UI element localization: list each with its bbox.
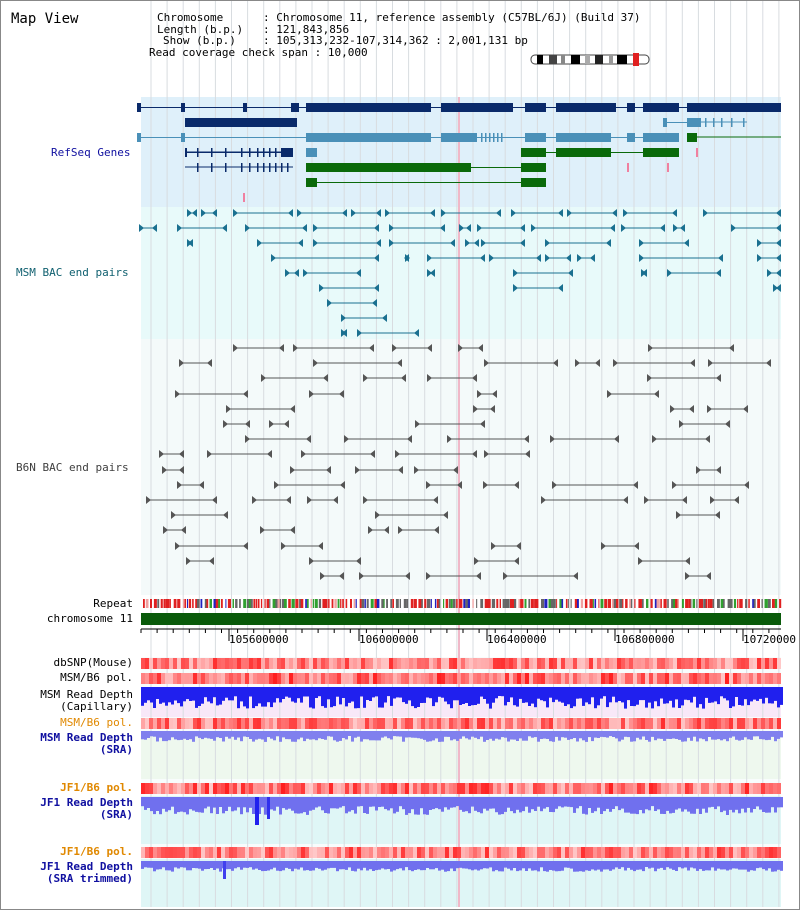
gene-exon	[687, 103, 781, 112]
b6n-bac-end-pairs	[146, 344, 771, 580]
gene-exon	[137, 103, 141, 112]
repeat-track	[143, 599, 782, 608]
gene-exon	[627, 103, 635, 112]
chromosome-bar	[141, 613, 781, 625]
gene-exon	[137, 133, 141, 142]
jf1-depth-sra-label: JF1 Read Depth (SRA)	[40, 796, 133, 821]
chromosome-ideogram[interactable]	[529, 53, 653, 67]
axis-tick-label: 105600000	[229, 633, 289, 646]
msm-b6-pol-label: MSM/B6 pol.	[60, 671, 133, 684]
gene-exon	[306, 133, 431, 142]
axis-tick-label: 106000000	[359, 633, 419, 646]
chromosome-label: Chromosome	[157, 11, 224, 24]
gene-exon	[556, 103, 616, 112]
chromosome-info: Chromosome: Chromosome 11, reference ass…	[149, 12, 641, 58]
gene-exon	[556, 148, 611, 157]
show-value: 105,313,232-107,314,362 : 2,001,131 bp	[276, 34, 528, 47]
gene-exon	[521, 163, 546, 172]
chromosome-row: Chromosome: Chromosome 11, reference ass…	[149, 12, 641, 24]
gene-exon	[521, 178, 546, 187]
coverage-value: 10,000	[327, 45, 368, 59]
refseq-genes	[137, 103, 781, 202]
gene-exon	[306, 148, 317, 157]
coverage-row: Read coverage check span : 10,000	[149, 45, 368, 59]
gene-exon	[185, 118, 297, 127]
msm-b6-pol-label-2: MSM/B6 pol.	[60, 716, 133, 729]
gene-exon	[441, 103, 513, 112]
b6n-bac-track-bg	[141, 339, 781, 595]
length-value: 121,843,856	[276, 22, 350, 36]
grid-lines	[150, 1, 780, 907]
msm-depth-sra-label: MSM Read Depth (SRA)	[40, 731, 133, 756]
gene-exon	[663, 118, 667, 127]
dbsnp-label: dbSNP(Mouse)	[53, 656, 133, 669]
axis-tick-label: 106800000	[615, 633, 675, 646]
jf1-b6-pol-label: JF1/B6 pol.	[60, 781, 133, 794]
show-label: Show (b.p.)	[163, 34, 236, 47]
msm-depth-cap-label: MSM Read Depth (Capillary)	[40, 688, 133, 713]
msm-bac-label[interactable]: MSM BAC end pairs	[16, 266, 129, 279]
gene-exon	[306, 103, 431, 112]
repeat-label: Repeat	[93, 597, 133, 610]
coverage-label: Read coverage check span	[149, 45, 308, 59]
gene-exon	[243, 103, 247, 112]
jf1-depth-trim-label: JF1 Read Depth (SRA trimmed)	[40, 860, 133, 885]
position-axis	[140, 628, 781, 641]
chromosome-label: chromosome 11	[46, 612, 133, 625]
gene-exon	[291, 103, 299, 112]
gene-exon	[525, 103, 546, 112]
refseq-genes-label[interactable]: RefSeq Genes	[51, 146, 131, 159]
gene-exon	[306, 163, 471, 172]
gene-exon	[643, 103, 679, 112]
jf1-b6-pol-label-2: JF1/B6 pol.	[60, 845, 133, 858]
axis-tick-label: 106400000	[487, 633, 547, 646]
gene-exon	[556, 133, 611, 142]
gene-exon	[521, 148, 546, 157]
axis-tick-label: 10720000	[743, 633, 796, 646]
msm-bac-end-pairs	[139, 209, 781, 337]
gene-exon	[643, 133, 679, 142]
show-row: Show (b.p.): 105,313,232-107,314,362 : 2…	[149, 35, 641, 47]
gene-exon	[306, 178, 317, 187]
b6n-bac-label[interactable]: B6N BAC end pairs	[16, 461, 129, 474]
coverage-tracks	[141, 658, 783, 879]
gene-exon	[643, 148, 679, 157]
chromosome-value: Chromosome 11, reference assembly (C57BL…	[276, 11, 641, 24]
length-row: Length (b.p.): 121,843,856	[149, 22, 641, 36]
gene-exon	[441, 133, 477, 142]
page-title: Map View	[11, 11, 79, 27]
gene-exon	[627, 133, 635, 142]
gene-exon	[181, 103, 185, 112]
length-label: Length (b.p.)	[157, 22, 244, 36]
gene-exon	[181, 133, 185, 142]
gene-exon	[525, 133, 546, 142]
